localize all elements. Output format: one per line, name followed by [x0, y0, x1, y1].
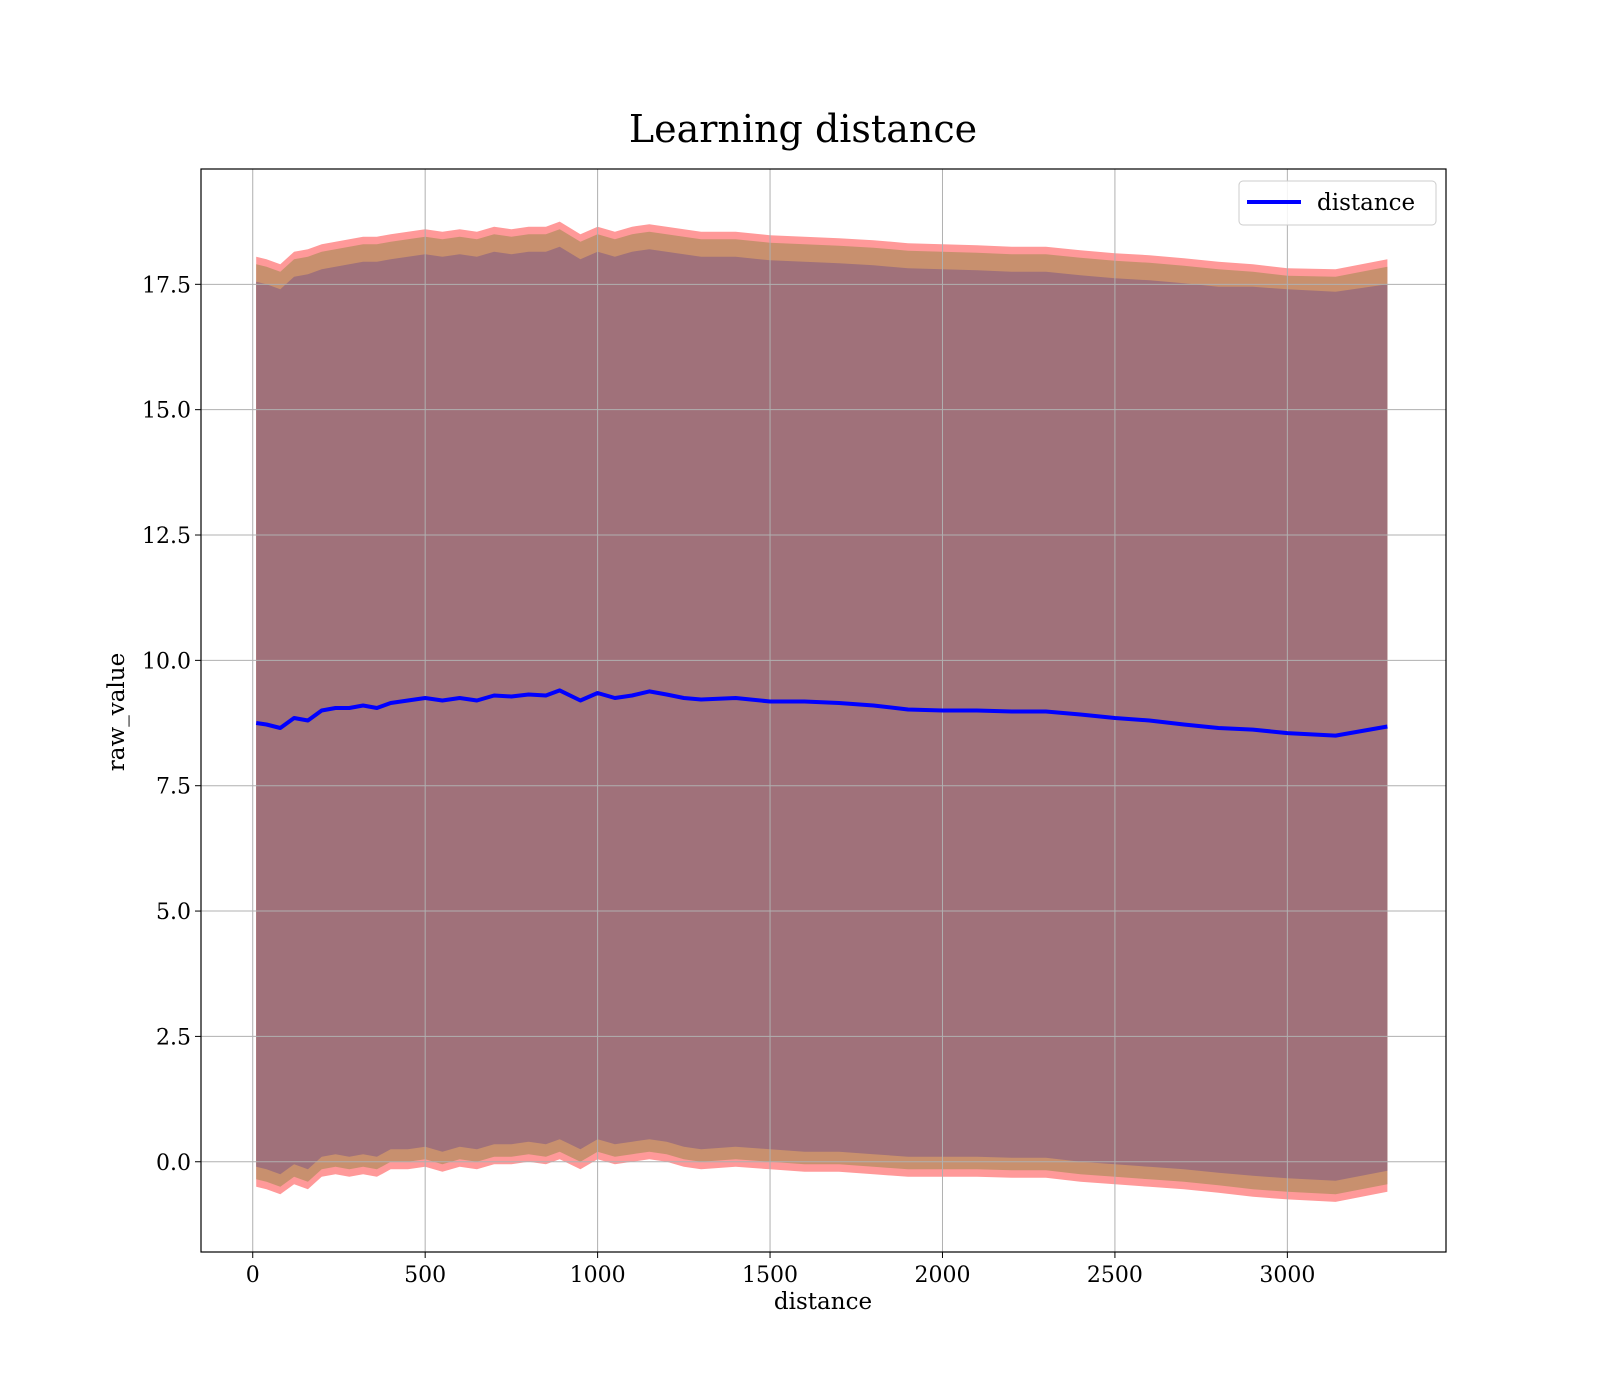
y-tick-label-5: 12.5: [142, 524, 191, 549]
grid-lines: [201, 169, 1446, 1252]
y-tick-label-4: 10.0: [142, 649, 191, 674]
x-axis-ticks: 0 500 1000 1500 2000 2500 3000: [246, 1252, 1315, 1288]
series-lines: [255, 688, 1388, 738]
x-tick-label-2: 1000: [570, 1263, 626, 1288]
x-axis-label: distance: [774, 1289, 872, 1315]
x-tick-label-5: 2500: [1087, 1263, 1143, 1288]
legend-box: [1238, 180, 1437, 226]
y-tick-label-1: 2.5: [156, 1025, 191, 1050]
band-area-2: [256, 246, 1388, 1181]
x-tick-label-0: 0: [246, 1263, 260, 1288]
legend: distance: [1238, 180, 1437, 226]
y-tick-label-6: 15.0: [142, 399, 191, 424]
y-tick-label-0: 0.0: [156, 1151, 191, 1176]
y-axis-label: raw_value: [104, 653, 130, 771]
legend-label-distance: distance: [1317, 190, 1415, 216]
y-tick-label-3: 7.5: [156, 775, 191, 800]
confidence-bands: [256, 221, 1388, 1202]
x-tick-label-3: 1500: [742, 1263, 798, 1288]
chart-title: Learning distance: [629, 107, 977, 151]
x-tick-label-4: 2000: [914, 1263, 970, 1288]
plot-area-frame: [200, 168, 1447, 1253]
y-axis-ticks: 0.0 2.5 5.0 7.5 10.0 12.5 15.0 17.5: [142, 273, 201, 1176]
x-tick-label-1: 500: [404, 1263, 446, 1288]
y-tick-label-7: 17.5: [142, 273, 191, 298]
x-tick-label-6: 3000: [1259, 1263, 1315, 1288]
series-line-distance: [255, 688, 1388, 738]
y-tick-label-2: 5.0: [156, 900, 191, 925]
